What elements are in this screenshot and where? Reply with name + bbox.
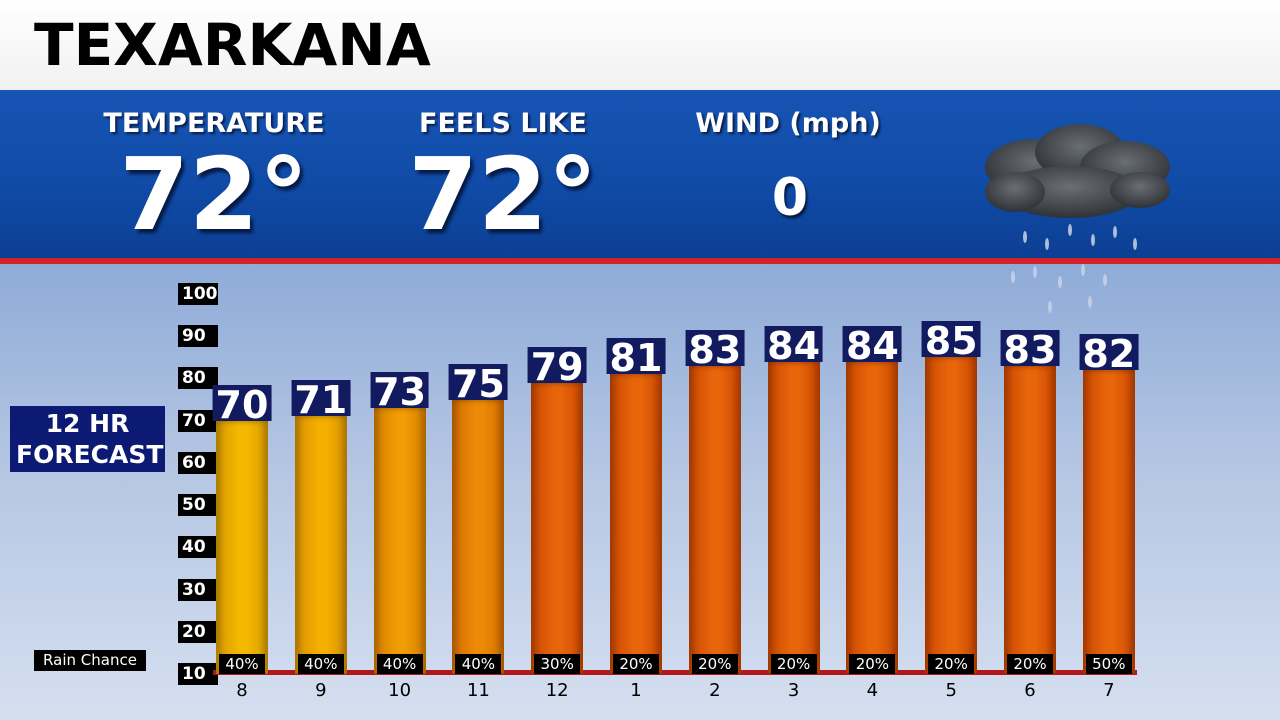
y-tick-label: 30 [178,578,218,601]
temperature-bar [216,420,268,674]
temperature-bar [531,382,584,674]
temperature-value-label: 79 [527,346,587,387]
rain-chance-value: 40% [297,654,344,674]
hour-label: 3 [787,680,800,701]
temperature-value: 72° [119,136,309,253]
hour-label: 5 [945,680,957,701]
rain-chance-value: 30% [534,654,581,674]
y-tick-label: 40 [178,536,218,559]
temperature-bar [688,365,741,674]
rain-cloud-icon [985,124,1170,313]
temperature-label: TEMPERATURE [103,108,325,139]
hour-label: 10 [388,680,412,701]
rain-chance-value: 20% [928,654,975,674]
rain-chance-value: 20% [1007,654,1053,674]
temperature-bar [1004,365,1056,674]
rain-chance-value: 40% [219,654,265,674]
feels-like-label: FEELS LIKE [419,108,587,139]
y-tick-label: 10 [178,663,218,685]
rain-chance-value: 40% [376,654,423,674]
hour-label: 2 [709,680,721,701]
hour-label: 1 [630,680,642,701]
title-bar: TEXARKANA [0,0,1280,90]
temperature-value-label: 70 [212,384,272,425]
feels-like-value: 72° [408,136,598,253]
forecast-title-box: 12 HR FORECAST [10,406,165,472]
temperature-bar [294,416,347,674]
rain-chance-value: 20% [691,654,738,674]
y-tick-label: 100 [178,283,218,305]
temperature-value-label: 81 [606,338,666,378]
hour-label: 6 [1024,680,1036,701]
temperature-value-label: 83 [685,329,745,370]
y-tick-label: 50 [178,494,218,517]
forecast-title: 12 HR FORECAST [16,409,164,469]
temperature-value-label: 75 [448,363,508,404]
temperature-value-label: 71 [291,380,351,420]
temperature-value-label: 85 [921,321,981,361]
hour-label: 12 [545,680,569,701]
hour-label: 4 [866,680,879,701]
temperature-value-label: 83 [1000,329,1060,370]
wind-value: 0 [771,168,809,228]
city-name: TEXARKANA [34,11,431,79]
rain-chance-value: 40% [455,654,502,674]
y-tick-label: 90 [178,325,218,348]
y-tick-label: 20 [178,620,218,643]
hour-label: 7 [1103,680,1115,701]
temperature-value-label: 82 [1079,334,1139,374]
temperature-bar [452,399,505,674]
temperature-bar [1082,370,1135,674]
rain-chance-value: 20% [849,654,896,674]
rain-chance-value: 50% [1085,654,1132,674]
temperature-bar [767,361,820,674]
y-tick-label: 80 [178,367,218,390]
temperature-value-label: 84 [764,325,824,366]
rain-chance-value: 20% [770,654,817,674]
y-tick-label: 60 [178,451,218,474]
temperature-bar [610,374,662,674]
chart-baseline [213,670,1137,675]
hour-label: 11 [466,680,490,701]
temperature-bar [373,408,426,674]
hour-label: 9 [315,680,327,701]
hour-label: 8 [236,680,248,701]
temperature-value-label: 73 [370,372,430,412]
temperature-bar [846,361,899,674]
y-tick-label: 70 [178,409,218,432]
wind-label: WIND (mph) [695,108,881,139]
temperature-bar [925,357,978,674]
rain-chance-label: Rain Chance [34,650,146,671]
temperature-value-label: 84 [842,325,902,366]
rain-chance-value: 20% [613,654,659,674]
divider-line [0,258,1280,264]
